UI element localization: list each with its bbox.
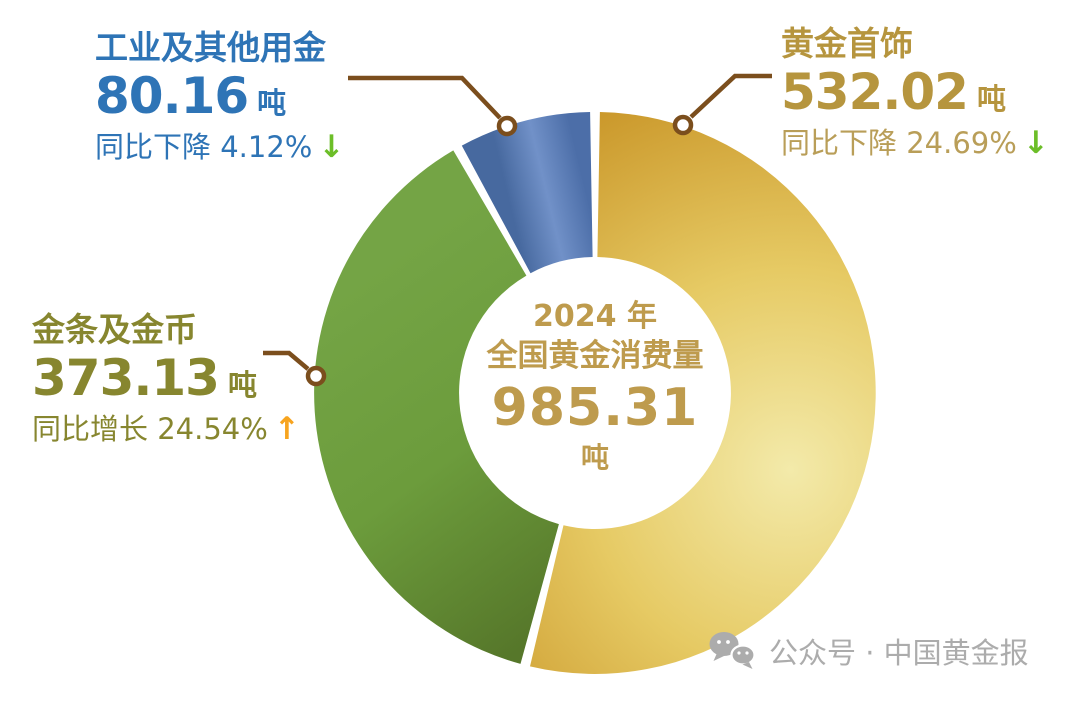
- callout-jewelry: 黄金首饰 532.02 吨 同比下降 24.69% ↓: [781, 24, 1049, 161]
- leader-line-jewelry: [672, 73, 772, 136]
- slice-bars-coins: [314, 150, 559, 664]
- donut-center-label: 2024 年 全国黄金消费量 985.31 吨: [435, 299, 755, 474]
- callout-industrial: 工业及其他用金 80.16 吨 同比下降 4.12% ↓: [95, 28, 345, 165]
- center-total-unit: 吨: [580, 440, 609, 474]
- watermark: 公众号 · 中国黄金报: [708, 630, 1029, 672]
- callout-jewelry-change: 同比下降 24.69% ↓: [781, 124, 1049, 161]
- slice-jewelry: [530, 112, 876, 674]
- callout-bars-coins-value: 373.13 吨: [32, 349, 257, 408]
- callout-jewelry-title: 黄金首饰: [781, 24, 913, 63]
- callout-bars-coins-change: 同比增长 24.54% ↑: [32, 410, 300, 447]
- callout-bars-coins-title: 金条及金币: [32, 310, 197, 349]
- callout-industrial-change: 同比下降 4.12% ↓: [95, 128, 345, 165]
- watermark-text: 公众号 · 中国黄金报: [769, 636, 1029, 670]
- callout-jewelry-value: 532.02 吨: [781, 63, 1006, 122]
- leader-line-industrial: [348, 75, 518, 137]
- callout-industrial-title: 工业及其他用金: [95, 28, 326, 67]
- down-arrow-icon: ↓: [1022, 124, 1049, 161]
- center-year: 2024 年: [533, 299, 657, 334]
- callout-industrial-value: 80.16 吨: [95, 67, 287, 126]
- down-arrow-icon: ↓: [318, 128, 345, 165]
- center-total-value: 985.31: [491, 378, 699, 439]
- wechat-icon: [709, 632, 756, 669]
- slice-industrial: [461, 112, 593, 274]
- callout-bars-coins: 金条及金币 373.13 吨 同比增长 24.54% ↑: [32, 310, 300, 447]
- up-arrow-icon: ↑: [273, 410, 300, 447]
- center-title: 全国黄金消费量: [486, 338, 704, 374]
- leader-line-bars-coins: [263, 350, 327, 387]
